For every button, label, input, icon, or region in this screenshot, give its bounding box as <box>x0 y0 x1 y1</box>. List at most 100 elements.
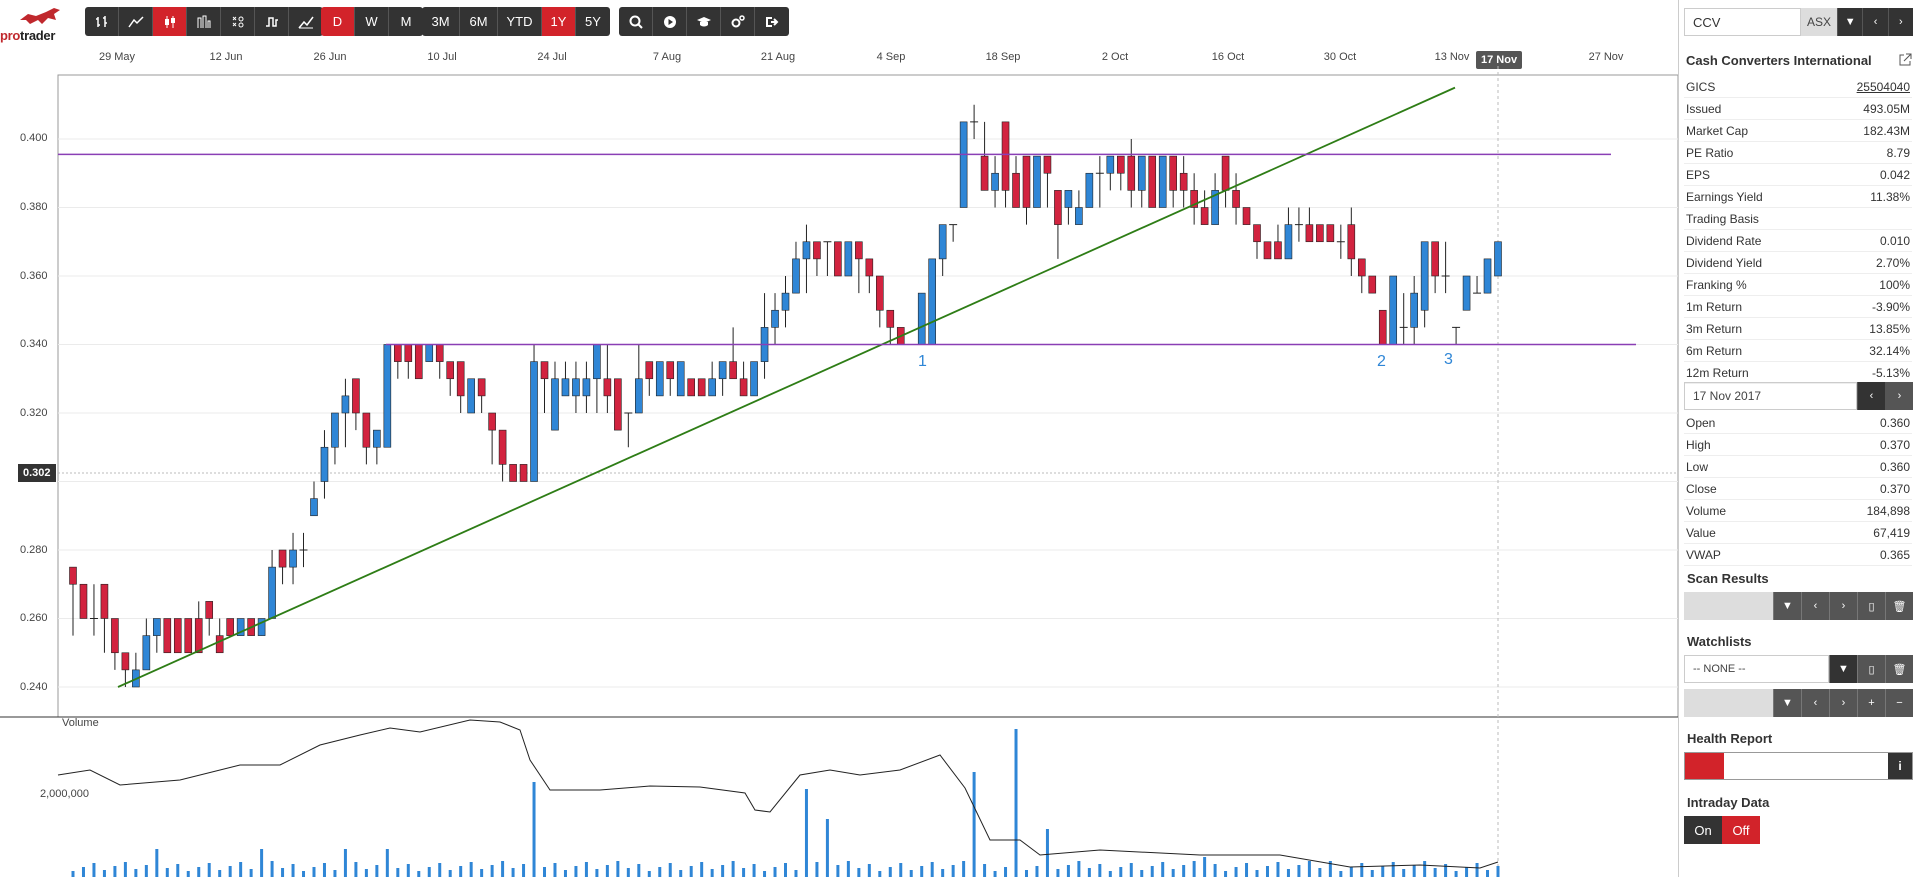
chevron-left-icon[interactable]: ‹ <box>1862 8 1888 36</box>
plus-icon[interactable]: + <box>1857 689 1885 717</box>
chart-type-toolbar <box>85 7 323 36</box>
volume-bar <box>1119 867 1123 877</box>
volume-bar <box>81 867 85 877</box>
chevron-right-icon[interactable]: › <box>1829 689 1857 717</box>
chart-frame <box>57 74 1678 718</box>
volume-bar <box>92 863 96 877</box>
info-value: 0.370 <box>1879 437 1910 452</box>
volume-bar <box>825 819 829 877</box>
chevron-right-icon[interactable]: › <box>1829 592 1857 620</box>
period-weekly-button[interactable]: W <box>355 7 389 36</box>
scan-results-select[interactable] <box>1684 592 1773 620</box>
price-chart[interactable] <box>0 66 1678 877</box>
kagi-icon[interactable] <box>255 7 289 36</box>
minus-icon[interactable]: − <box>1885 689 1913 717</box>
chevron-left-icon[interactable]: ‹ <box>1857 382 1885 410</box>
watchlist-items-select[interactable] <box>1684 689 1773 717</box>
candle <box>163 618 172 654</box>
candle <box>467 378 475 414</box>
education-icon[interactable] <box>687 7 721 36</box>
candle <box>519 464 528 482</box>
range-ytd-button[interactable]: YTD <box>498 7 542 36</box>
candle <box>855 241 863 294</box>
volume-bar <box>962 861 966 877</box>
candle-body <box>530 361 538 482</box>
chevron-down-icon[interactable]: ▼ <box>1829 655 1857 683</box>
volume-bar <box>1234 867 1238 877</box>
volume-bar <box>1171 869 1175 877</box>
period-monthly-button[interactable]: M <box>389 7 423 36</box>
period-daily-button[interactable]: D <box>321 7 355 36</box>
external-link-icon[interactable] <box>1898 53 1912 67</box>
volume-bar <box>291 864 295 877</box>
date-tick: 2 Oct <box>1101 51 1129 63</box>
candle <box>834 241 842 277</box>
chevron-right-icon[interactable]: › <box>1887 8 1913 36</box>
range-3m-button[interactable]: 3M <box>422 7 460 36</box>
settings-icon[interactable] <box>721 7 755 36</box>
intraday-off-button[interactable]: Off <box>1722 816 1760 844</box>
info-icon[interactable]: i <box>1888 753 1912 779</box>
date-input[interactable]: 17 Nov 2017 <box>1684 382 1857 410</box>
volume-bar <box>1360 863 1364 877</box>
symbol-input[interactable]: CCV <box>1684 8 1802 36</box>
volume-tick: 2,000,000 <box>40 788 89 800</box>
candle <box>1043 155 1052 208</box>
document-icon[interactable]: ▯ <box>1857 655 1885 683</box>
intraday-on-button[interactable]: On <box>1684 816 1722 844</box>
candle <box>708 361 716 397</box>
chevron-left-icon[interactable]: ‹ <box>1801 592 1829 620</box>
info-label: Trading Basis <box>1686 211 1759 226</box>
volume-bar <box>270 861 274 877</box>
candle-body <box>519 464 528 482</box>
renko-icon[interactable] <box>289 7 323 36</box>
play-icon[interactable] <box>653 7 687 36</box>
watchlist-select[interactable]: -- NONE -- <box>1684 655 1829 683</box>
candle-body <box>435 344 444 362</box>
trash-icon[interactable]: 🗑 <box>1885 592 1913 620</box>
info-row: 12m Return -5.13% <box>1684 362 1912 384</box>
volume-bar <box>1098 864 1102 877</box>
candle-body <box>1043 155 1052 174</box>
date-tick: 29 May <box>98 51 136 63</box>
hlc-icon[interactable] <box>187 7 221 36</box>
bars-icon[interactable] <box>85 7 119 36</box>
candle-body <box>289 549 297 568</box>
point-figure-icon[interactable] <box>221 7 255 36</box>
health-report-bar[interactable]: i <box>1684 752 1913 780</box>
range-6m-button[interactable]: 6M <box>460 7 498 36</box>
info-value[interactable]: 25504040 <box>1856 79 1910 94</box>
candle-body <box>1158 155 1167 208</box>
range-1y-button[interactable]: 1Y <box>542 7 576 36</box>
candle-body <box>855 241 863 260</box>
candle <box>1294 207 1303 242</box>
document-icon[interactable]: ▯ <box>1857 592 1885 620</box>
candlestick-icon[interactable] <box>153 7 187 36</box>
candle <box>530 344 538 482</box>
info-row: Volume 184,898 <box>1684 500 1912 522</box>
volume-bar <box>846 861 850 877</box>
candle-body <box>802 241 811 260</box>
range-5y-button[interactable]: 5Y <box>576 7 610 36</box>
volume-bar <box>448 870 452 877</box>
candle-body <box>1420 241 1429 311</box>
volume-bar <box>511 868 515 877</box>
candle-body <box>1232 190 1240 208</box>
candle-body <box>718 361 727 380</box>
volume-bar <box>1150 866 1154 877</box>
chevron-left-icon[interactable]: ‹ <box>1801 689 1829 717</box>
candle <box>1012 156 1020 208</box>
export-icon[interactable] <box>755 7 789 36</box>
candle-body <box>226 618 234 636</box>
candle <box>1253 224 1261 259</box>
line-chart-icon[interactable] <box>119 7 153 36</box>
chevron-right-icon[interactable]: › <box>1885 382 1913 410</box>
trash-icon[interactable]: 🗑 <box>1885 655 1913 683</box>
chevron-down-icon[interactable]: ▼ <box>1773 689 1801 717</box>
chevron-down-icon[interactable]: ▼ <box>1837 8 1863 36</box>
chevron-down-icon[interactable]: ▼ <box>1773 592 1801 620</box>
candle-body <box>1106 155 1115 174</box>
search-icon[interactable] <box>619 7 653 36</box>
candle-body <box>194 618 203 654</box>
candle <box>949 224 958 242</box>
